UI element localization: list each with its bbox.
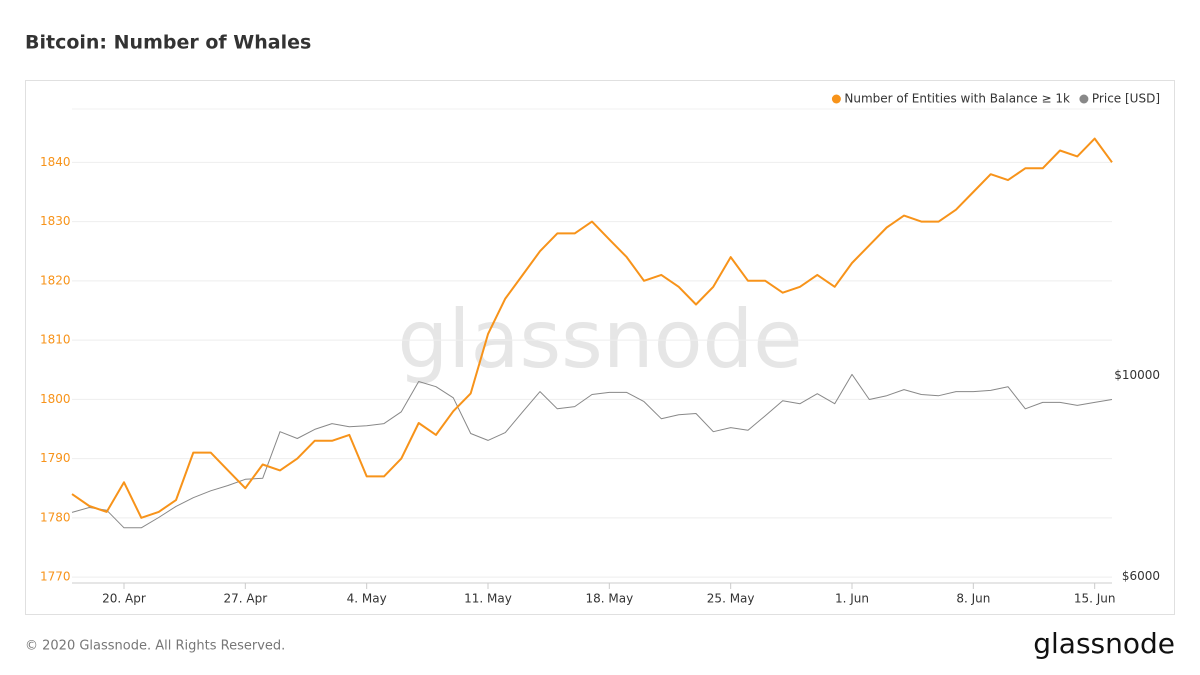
x-tick-label: 15. Jun: [1074, 592, 1116, 606]
legend-label: Number of Entities with Balance ≥ 1k: [844, 92, 1070, 106]
x-tick-label: 18. May: [585, 592, 633, 606]
y-tick-label: 1820: [40, 273, 71, 287]
y-tick-label: 1790: [40, 451, 71, 465]
x-tick-label: 20. Apr: [102, 592, 146, 606]
chart-frame: [25, 80, 1175, 615]
x-tick-label: 25. May: [707, 592, 755, 606]
footer: © 2020 Glassnode. All Rights Reserved.: [25, 639, 285, 654]
y-tick-label: 1830: [40, 214, 71, 228]
y-tick-label: 1800: [40, 392, 71, 406]
legend-marker: [831, 94, 841, 104]
y2-tick-label: $6000: [1122, 569, 1160, 583]
x-tick-label: 27. Apr: [223, 592, 267, 606]
legend-marker: [1079, 94, 1089, 104]
logo: glassnode: [1033, 627, 1175, 660]
chart-title: Bitcoin: Number of Whales: [25, 32, 311, 54]
x-tick-label: 4. May: [347, 592, 387, 606]
watermark: glassnode: [397, 293, 802, 386]
y-tick-label: 1840: [40, 155, 71, 169]
legend-label: Price [USD]: [1092, 92, 1160, 106]
series-line: [71, 137, 1113, 519]
x-tick-label: 8. Jun: [956, 592, 990, 606]
y-tick-label: 1810: [40, 333, 71, 347]
x-tick-label: 11. May: [464, 592, 512, 606]
series-line: [71, 373, 1113, 529]
y-tick-label: 1780: [40, 510, 71, 524]
x-tick-label: 1. Jun: [835, 592, 869, 606]
y2-tick-label: $10000: [1114, 368, 1160, 382]
y-tick-label: 1770: [40, 570, 71, 584]
